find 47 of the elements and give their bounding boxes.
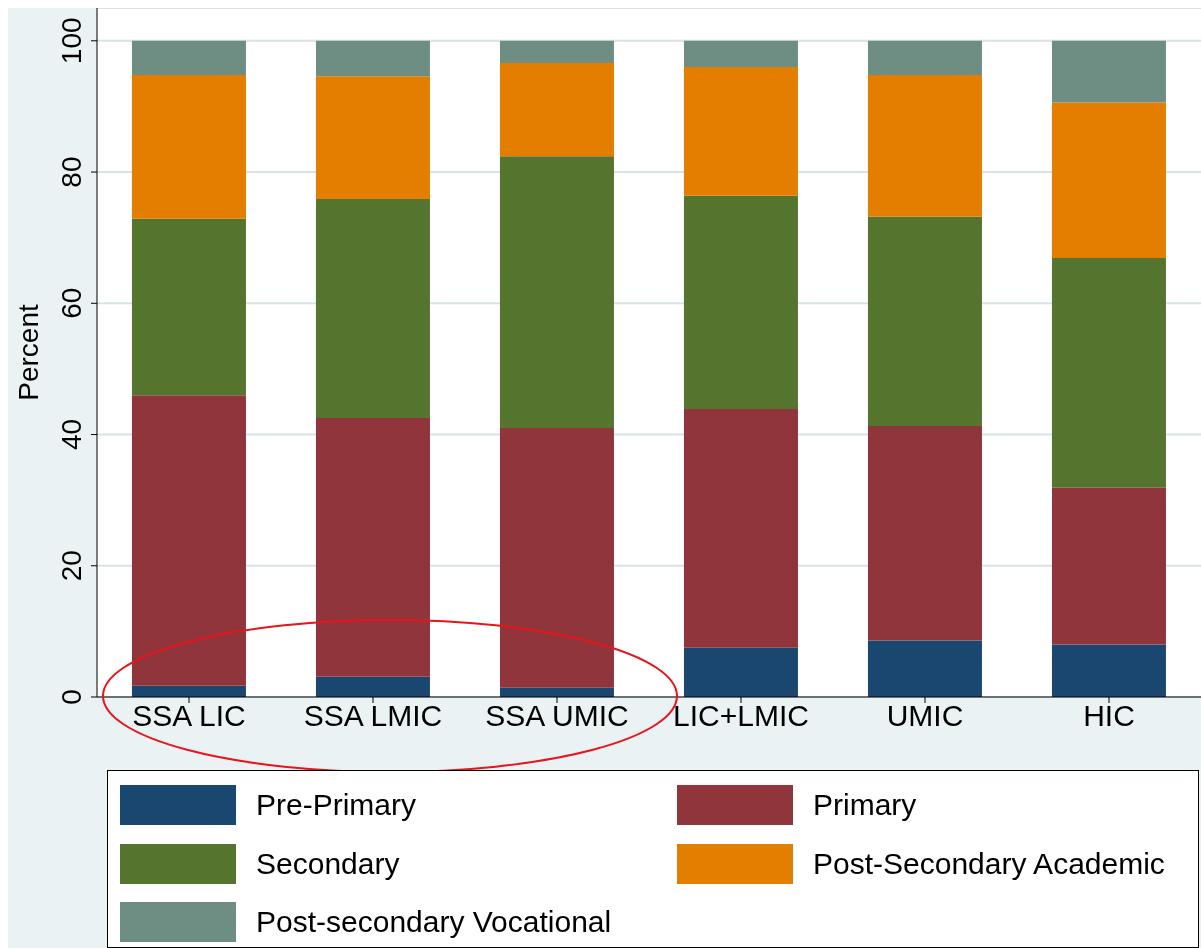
x-tick-label: SSA UMIC <box>485 699 629 733</box>
bar <box>683 195 798 409</box>
bar <box>1051 487 1166 645</box>
bar <box>683 40 798 68</box>
bar <box>315 418 430 677</box>
bar <box>131 395 246 686</box>
bar <box>683 67 798 196</box>
x-tick-label: SSA LIC <box>132 699 246 733</box>
x-tick-label: LIC+LMIC <box>673 699 809 733</box>
bar <box>131 685 246 697</box>
y-tick-label: 20 <box>56 550 87 582</box>
bar <box>131 74 246 219</box>
bar <box>867 640 982 697</box>
x-tick-label: SSA LMIC <box>303 699 443 733</box>
bar <box>1051 40 1166 103</box>
x-tick-label: UMIC <box>886 699 964 733</box>
bar <box>683 408 798 648</box>
bar <box>683 647 798 697</box>
y-tick-label: 80 <box>56 156 87 188</box>
y-tick-label: 60 <box>56 287 87 319</box>
bar <box>499 427 614 688</box>
bar <box>867 425 982 641</box>
bar <box>1051 258 1166 488</box>
legend-label: Secondary <box>256 846 400 881</box>
bar <box>867 40 982 75</box>
y-tick-label: 100 <box>56 17 87 65</box>
bar <box>131 40 246 75</box>
y-tick-label: 40 <box>56 418 87 451</box>
legend-label: Post-secondary Vocational <box>256 905 612 940</box>
bar <box>1051 644 1166 697</box>
x-tick-label: HIC <box>1083 699 1135 733</box>
legend-label: Pre-Primary <box>256 788 417 822</box>
bar <box>131 218 246 396</box>
y-axis-title: Percent <box>12 304 44 401</box>
bar <box>499 156 614 428</box>
bar <box>315 676 430 697</box>
bar <box>1051 102 1166 259</box>
bar <box>315 40 430 77</box>
y-tick-label: 0 <box>56 689 87 705</box>
bar <box>867 74 982 217</box>
legend-label: Primary <box>813 788 917 822</box>
bar <box>499 63 614 157</box>
bar <box>315 198 430 419</box>
legend-label: Post-Secondary Academic <box>813 846 1165 881</box>
bar <box>499 40 614 64</box>
bar <box>315 76 430 199</box>
bar <box>867 216 982 426</box>
